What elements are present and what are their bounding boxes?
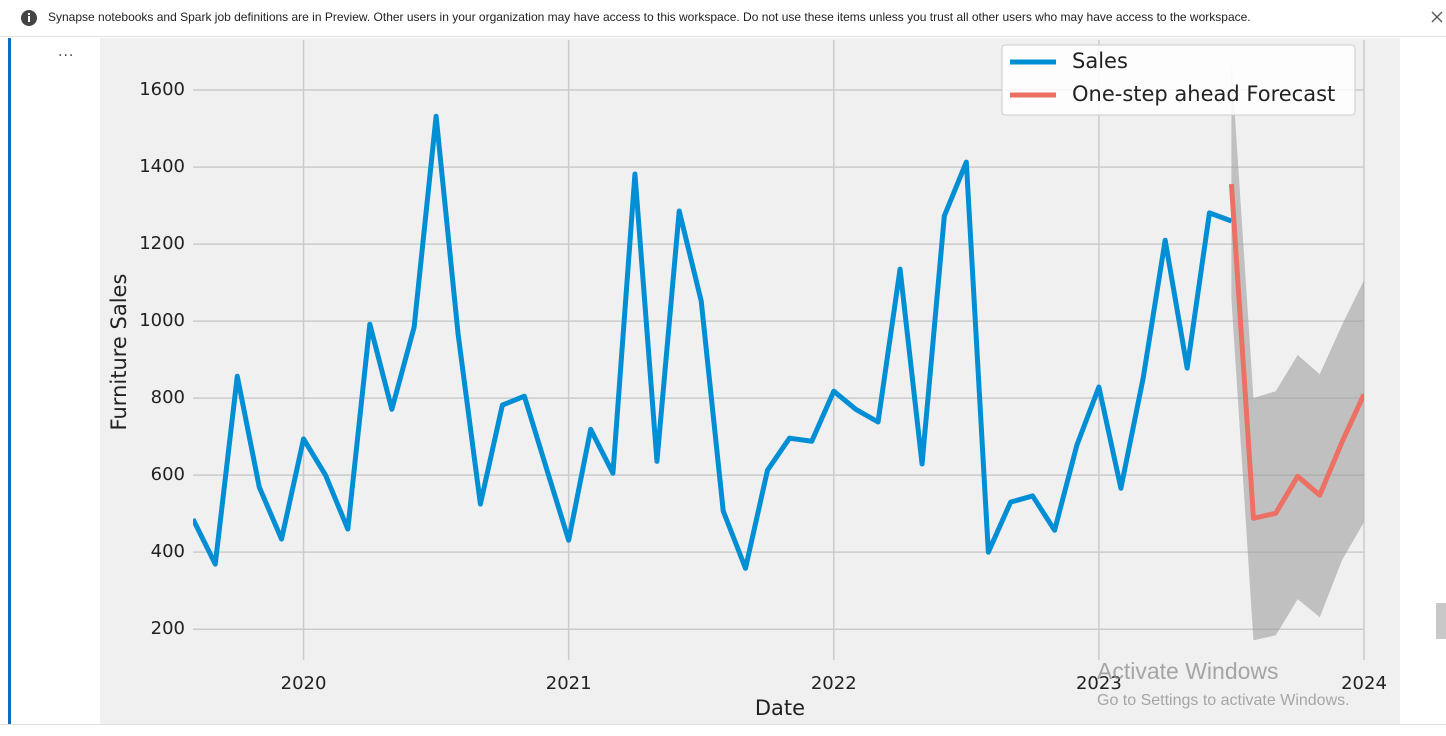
- x-tick-label: 2024: [1341, 673, 1387, 694]
- confidence-band: [1231, 63, 1364, 641]
- legend-label: Sales: [1072, 49, 1128, 73]
- preview-banner: Synapse notebooks and Spark job definiti…: [0, 0, 1446, 37]
- y-tick-label: 1400: [139, 156, 185, 177]
- x-tick-label: 2023: [1076, 673, 1122, 694]
- banner-text: Synapse notebooks and Spark job definiti…: [48, 10, 1251, 24]
- watermark-subtitle: Go to Settings to activate Windows.: [1097, 692, 1350, 709]
- y-tick-label: 1200: [139, 233, 185, 254]
- legend-label: One-step ahead Forecast: [1072, 82, 1335, 106]
- x-tick-label: 2022: [811, 673, 857, 694]
- x-tick-label: 2020: [281, 673, 327, 694]
- figure-background: [100, 38, 1400, 724]
- status-bar: [0, 724, 1446, 736]
- cell-indicator: [8, 38, 11, 735]
- y-tick-label: 1600: [139, 79, 185, 100]
- close-button[interactable]: [1430, 10, 1444, 24]
- series-line: [193, 113, 1233, 571]
- watermark-title: Activate Windows: [1097, 658, 1279, 684]
- info-icon: [21, 10, 37, 26]
- x-tick-label: 2021: [546, 673, 592, 694]
- scrollbar[interactable]: [1436, 603, 1446, 639]
- legend-box: [1001, 44, 1356, 116]
- x-axis-label: Date: [755, 696, 805, 720]
- series-line: [1228, 183, 1364, 521]
- y-tick-label: 400: [151, 541, 185, 562]
- y-axis-label: Furniture Sales: [107, 274, 131, 431]
- y-tick-label: 200: [151, 618, 185, 639]
- y-tick-label: 1000: [139, 310, 185, 331]
- y-tick-label: 800: [151, 387, 185, 408]
- y-tick-label: 600: [151, 464, 185, 485]
- cell-menu[interactable]: ...: [58, 44, 75, 60]
